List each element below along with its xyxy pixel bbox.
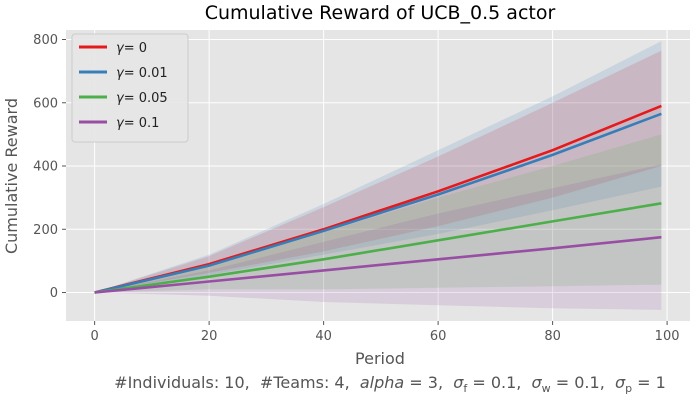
series-line-2 xyxy=(94,202,662,294)
y-tick-label: 400 xyxy=(33,160,58,175)
y-tick-label: 0 xyxy=(50,286,58,301)
confidence-band-2 xyxy=(94,134,662,293)
chart-title: Cumulative Reward of UCB_0.5 actor xyxy=(205,2,556,24)
grid xyxy=(66,30,690,321)
legend-box xyxy=(71,33,189,143)
series-lines xyxy=(94,104,662,294)
confidence-band-0 xyxy=(94,50,662,293)
confidence-band-1 xyxy=(94,41,662,293)
series-line-3 xyxy=(94,235,662,294)
x-tick-label: 80 xyxy=(544,329,561,344)
x-tick-label: 100 xyxy=(655,329,680,344)
x-tick-label: 20 xyxy=(201,329,218,344)
x-axis-label: Period xyxy=(355,349,405,368)
legend-label-2: γ= 0.05 xyxy=(116,91,168,106)
legend-label-1: γ= 0.01 xyxy=(116,66,168,81)
x-tick-label: 0 xyxy=(90,329,98,344)
x-tick-label: 60 xyxy=(430,329,447,344)
legend: γ= 0 γ= 0.01 γ= 0.05 γ= 0.1 xyxy=(71,33,189,143)
y-tick-label: 200 xyxy=(33,223,58,238)
series-line-1 xyxy=(94,112,662,294)
y-tick-label: 800 xyxy=(33,33,58,48)
legend-label-0: γ= 0 xyxy=(116,41,147,56)
y-axis-label: Cumulative Reward xyxy=(2,98,21,254)
x-tick-label: 40 xyxy=(315,329,332,344)
axis-ticks: 0 20 40 60 80 100 0 200 400 600 800 xyxy=(33,33,679,344)
y-tick-label: 600 xyxy=(33,96,58,111)
parameter-footnote: #Individuals: 10, #Teams: 4, alpha = 3, … xyxy=(114,373,666,395)
legend-label-3: γ= 0.1 xyxy=(116,116,159,131)
